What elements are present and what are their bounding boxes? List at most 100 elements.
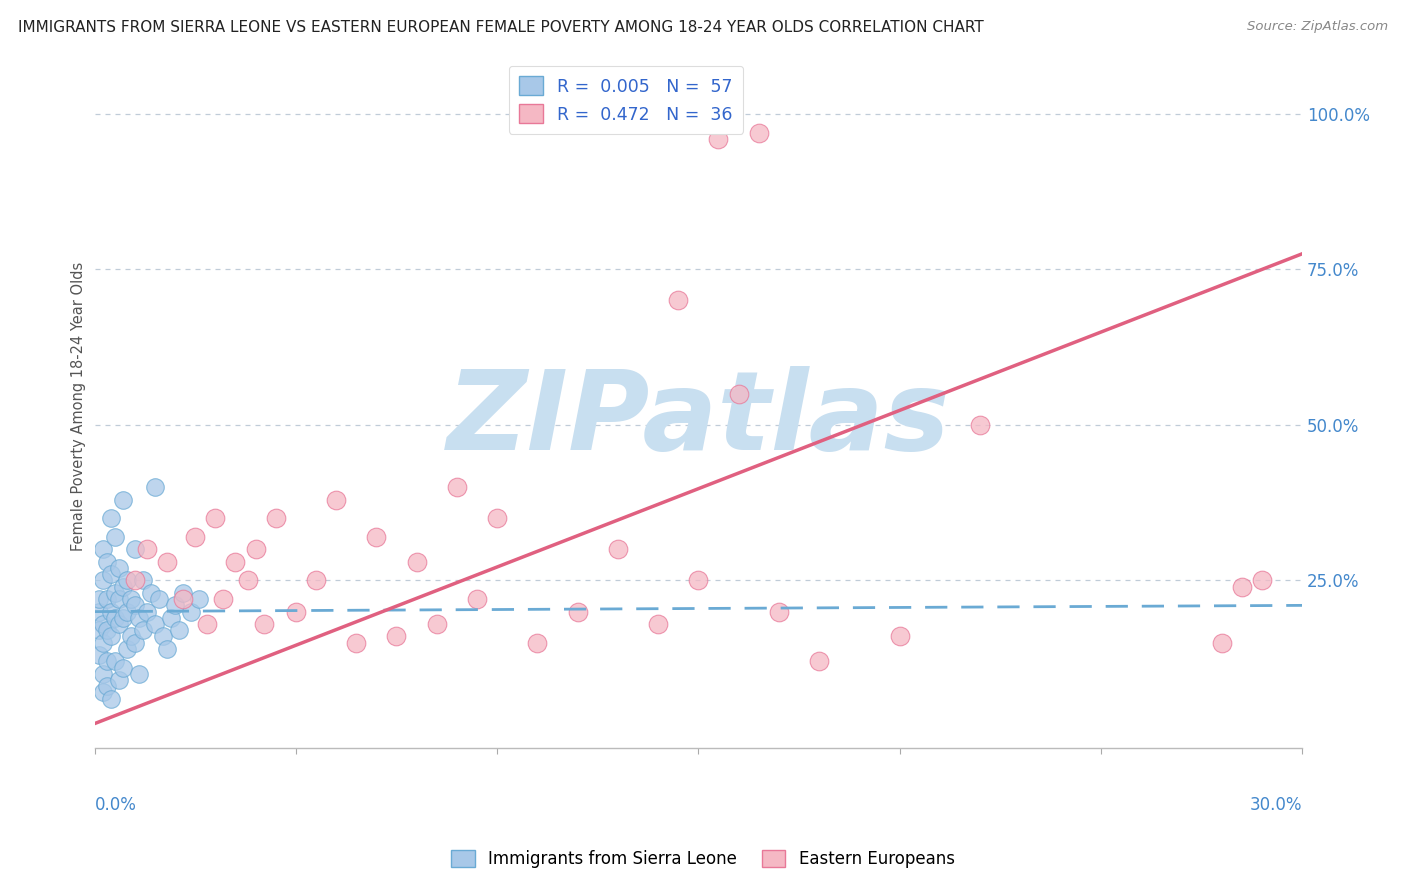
Point: [139, 586, 162, 600]
Point: [107, 592, 129, 607]
Point: [426, 617, 449, 632]
Point: [184, 530, 207, 544]
Point: [1211, 636, 1233, 650]
Point: [104, 586, 127, 600]
Point: [100, 567, 122, 582]
Point: [107, 561, 129, 575]
Text: IMMIGRANTS FROM SIERRA LEONE VS EASTERN EUROPEAN FEMALE POVERTY AMONG 18-24 YEAR: IMMIGRANTS FROM SIERRA LEONE VS EASTERN …: [18, 20, 984, 35]
Point: [366, 530, 388, 544]
Point: [100, 691, 122, 706]
Point: [889, 630, 911, 644]
Point: [224, 555, 246, 569]
Point: [152, 630, 174, 644]
Point: [808, 654, 831, 668]
Point: [264, 511, 287, 525]
Point: [344, 636, 367, 650]
Point: [120, 630, 142, 644]
Text: 0.0%: 0.0%: [94, 797, 136, 814]
Point: [135, 605, 157, 619]
Point: [104, 611, 127, 625]
Point: [91, 574, 114, 588]
Legend: Immigrants from Sierra Leone, Eastern Europeans: Immigrants from Sierra Leone, Eastern Eu…: [444, 843, 962, 875]
Point: [156, 641, 179, 656]
Point: [180, 605, 202, 619]
Point: [446, 480, 468, 494]
Point: [167, 624, 190, 638]
Point: [91, 685, 114, 699]
Point: [96, 654, 118, 668]
Point: [252, 617, 274, 632]
Point: [160, 611, 183, 625]
Point: [124, 542, 146, 557]
Point: [143, 617, 166, 632]
Point: [236, 574, 259, 588]
Point: [666, 293, 689, 308]
Point: [172, 586, 194, 600]
Point: [135, 542, 157, 557]
Point: [100, 605, 122, 619]
Point: [111, 660, 134, 674]
Point: [100, 630, 122, 644]
Point: [87, 624, 110, 638]
Point: [111, 580, 134, 594]
Point: [104, 530, 127, 544]
Text: ZIPatlas: ZIPatlas: [447, 367, 950, 474]
Point: [128, 666, 150, 681]
Point: [748, 126, 770, 140]
Point: [486, 511, 509, 525]
Point: [188, 592, 211, 607]
Point: [156, 555, 179, 569]
Point: [707, 132, 730, 146]
Point: [606, 542, 628, 557]
Point: [124, 599, 146, 613]
Point: [195, 617, 218, 632]
Point: [87, 648, 110, 662]
Text: 30.0%: 30.0%: [1250, 797, 1302, 814]
Point: [115, 605, 138, 619]
Point: [165, 599, 187, 613]
Text: Source: ZipAtlas.com: Source: ZipAtlas.com: [1247, 20, 1388, 33]
Point: [96, 592, 118, 607]
Point: [115, 574, 138, 588]
Point: [768, 605, 790, 619]
Point: [87, 605, 110, 619]
Point: [96, 624, 118, 638]
Point: [688, 574, 710, 588]
Point: [96, 555, 118, 569]
Legend: R =  0.005   N =  57, R =  0.472   N =  36: R = 0.005 N = 57, R = 0.472 N = 36: [509, 66, 744, 134]
Point: [567, 605, 589, 619]
Point: [212, 592, 235, 607]
Point: [148, 592, 170, 607]
Point: [91, 636, 114, 650]
Point: [647, 617, 669, 632]
Point: [465, 592, 488, 607]
Point: [87, 592, 110, 607]
Point: [124, 636, 146, 650]
Point: [727, 387, 749, 401]
Point: [1250, 574, 1272, 588]
Point: [128, 611, 150, 625]
Point: [124, 574, 146, 588]
Point: [104, 654, 127, 668]
Point: [969, 417, 991, 432]
Point: [385, 630, 408, 644]
Point: [107, 617, 129, 632]
Point: [132, 574, 155, 588]
Point: [172, 592, 194, 607]
Point: [91, 666, 114, 681]
Point: [91, 617, 114, 632]
Point: [100, 511, 122, 525]
Point: [405, 555, 427, 569]
Point: [305, 574, 328, 588]
Point: [526, 636, 548, 650]
Point: [132, 624, 155, 638]
Point: [1230, 580, 1253, 594]
Point: [91, 542, 114, 557]
Point: [111, 492, 134, 507]
Point: [245, 542, 267, 557]
Point: [96, 679, 118, 693]
Point: [204, 511, 226, 525]
Y-axis label: Female Poverty Among 18-24 Year Olds: Female Poverty Among 18-24 Year Olds: [72, 261, 86, 551]
Point: [143, 480, 166, 494]
Point: [120, 592, 142, 607]
